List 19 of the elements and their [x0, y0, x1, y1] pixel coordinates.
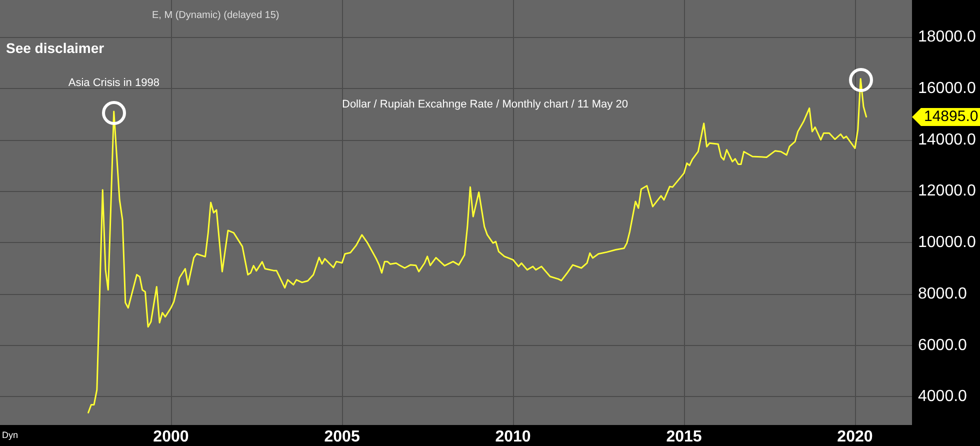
- text: Dyn: [2, 430, 18, 440]
- x-tick-label: 2010: [495, 428, 531, 446]
- annotation: E, M (Dynamic) (delayed 15): [152, 10, 280, 21]
- y-tick-label: 6000.0: [918, 336, 968, 354]
- text: Dollar / Rupiah Excahnge Rate / Monthly chart / 11 May 20: [342, 98, 628, 110]
- y-tick-label: 18000.0: [918, 28, 976, 46]
- annotation: See disclaimer: [6, 40, 104, 56]
- x-tick-label: 2000: [153, 428, 189, 446]
- y-tick-label: 4000.0: [918, 388, 968, 406]
- text: 14895.0: [921, 108, 980, 126]
- y-tick-label: 14000.0: [918, 131, 976, 148]
- annotation: Asia Crisis in 1998: [68, 76, 160, 89]
- y-tick-label: 10000.0: [918, 234, 976, 252]
- y-tick-label: 8000.0: [918, 285, 968, 302]
- y-tick-label: 16000.0: [918, 80, 976, 97]
- x-tick-label: 2020: [837, 428, 873, 446]
- x-tick-label: 2015: [666, 428, 702, 446]
- y-tick-label: 12000.0: [918, 182, 976, 200]
- x-tick-label: 2005: [324, 428, 360, 446]
